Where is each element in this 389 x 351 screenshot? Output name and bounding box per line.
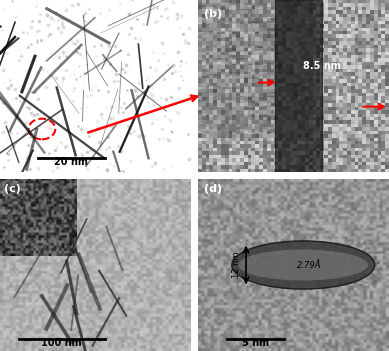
Ellipse shape bbox=[238, 250, 368, 280]
Text: 12 nm: 12 nm bbox=[232, 252, 241, 278]
Text: 100 nm: 100 nm bbox=[41, 338, 81, 347]
Text: (d): (d) bbox=[204, 184, 222, 194]
Bar bbox=[275, 0, 322, 172]
Text: (b): (b) bbox=[204, 8, 222, 19]
Text: 20 nm: 20 nm bbox=[54, 157, 88, 167]
Text: (c): (c) bbox=[4, 184, 21, 194]
Text: 2.79Å: 2.79Å bbox=[297, 260, 321, 270]
Text: 5 nm: 5 nm bbox=[242, 338, 269, 347]
Ellipse shape bbox=[232, 241, 375, 289]
Text: 8.5 nm: 8.5 nm bbox=[303, 61, 341, 71]
Text: (a): (a) bbox=[4, 8, 21, 19]
